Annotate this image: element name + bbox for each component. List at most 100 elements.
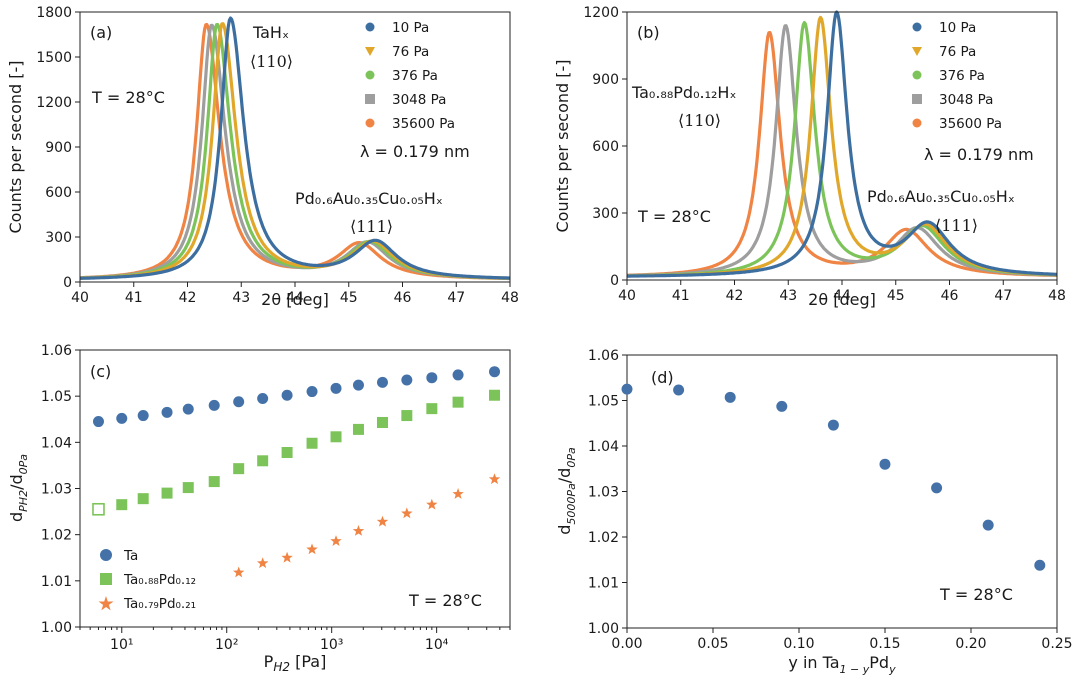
panel-c-point-tapd12 (376, 416, 388, 428)
panel-d-xtick-label: 0.25 (1041, 636, 1072, 652)
panel-b-legend-marker (912, 94, 922, 104)
panel-b-legend-label: 35600 Pa (939, 116, 1002, 132)
panel-c-point-tapd12 (281, 446, 293, 458)
panel-b-ytick-label: 0 (610, 273, 619, 289)
panel-a-xtick-label: 45 (340, 290, 358, 306)
panel-b-legend-label: 10 Pa (939, 20, 976, 36)
panel-a-ytick-label: 600 (45, 185, 72, 201)
panel-d-point (1034, 559, 1046, 571)
panel-c-xtick-label: 10¹ (110, 637, 133, 653)
panel-a-peak2-formula: Pd₀.₆Au₀.₃₅Cu₀.₀₅Hₓ (295, 189, 443, 208)
panel-d-point (931, 482, 943, 494)
panel-b-temperature: T = 28°C (637, 207, 711, 226)
panel-a-xtick-label: 46 (394, 290, 412, 306)
panel-c-point-ta (137, 410, 149, 422)
panel-c-point-tapd21 (257, 557, 269, 569)
panel-b-peak1-formula: Ta₀.₈₈Pd₀.₁₂Hₓ (631, 83, 737, 102)
panel-c-point-ta (306, 386, 318, 398)
panel-c-point-tapd21 (401, 507, 413, 519)
panel-d-ytick-label: 1.06 (588, 348, 619, 364)
panel-b-peak2-index: ⟨111⟩ (935, 216, 978, 235)
panel-b-peak2-formula: Pd₀.₆Au₀.₃₅Cu₀.₀₅Hₓ (867, 187, 1015, 206)
panel-c-ytick-label: 1.05 (41, 389, 72, 405)
panel-c-point-tapd12 (92, 502, 105, 516)
panel-c-xticks: 10¹ 10² 10³ 10⁴ (79, 627, 511, 653)
panel-c-point-tapd12 (330, 431, 342, 443)
panel-a-legend-marker (365, 118, 375, 128)
panel-d-ytick-label: 1.03 (588, 485, 619, 501)
panel-b-legend-label: 3048 Pa (939, 92, 993, 108)
panel-c-points (92, 366, 501, 578)
panel-c-ytick-label: 1.02 (41, 528, 72, 544)
panel-c: 10¹ 10² 10³ 10⁴ 1.001.011.021.031.041.051.0… (7, 343, 511, 674)
panel-c-point-tapd12 (233, 463, 245, 475)
panel-c-point-tapd21 (452, 488, 464, 499)
panel-c-point-tapd21 (233, 566, 245, 578)
panel-c-point-tapd12 (306, 437, 318, 449)
panel-c-point-ta (257, 392, 269, 404)
panel-b-legend-label: 376 Pa (939, 68, 985, 84)
panel-c-point-ta (426, 372, 438, 384)
panel-a-temperature: T = 28°C (91, 88, 165, 107)
panel-c-point-ta (208, 399, 220, 411)
panel-c-xtick-label: 10⁴ (425, 637, 449, 653)
panel-b-xtick-label: 40 (618, 288, 636, 304)
panel-b-legend-marker (912, 22, 922, 32)
panel-a-xtick-label: 43 (232, 290, 250, 306)
panel-a-legend-label: 35600 Pa (392, 116, 455, 132)
panel-c-point-ta (182, 403, 194, 415)
panel-b-xtick-label: 44 (833, 288, 851, 304)
panel-d-ytick-label: 1.01 (588, 576, 619, 592)
panel-c-ytick-label: 1.03 (41, 482, 72, 498)
panel-c-point-tapd21 (330, 535, 342, 546)
panel-b-ytick-label: 300 (592, 206, 619, 222)
panel-c-legend: Ta Ta₀.₈₈Pd₀.₁₂ Ta₀.₇₉Pd₀.₂₁ (98, 548, 196, 612)
panel-a-series-line (79, 16, 511, 280)
panel-c-point-ta (376, 376, 388, 388)
panel-c-point-tapd21 (281, 551, 293, 563)
panel-d-points (621, 383, 1046, 571)
panel-c-point-tapd12 (426, 403, 438, 415)
panel-a-ytick-label: 0 (63, 275, 72, 291)
panel-c-point-ta (116, 412, 128, 424)
panel-d-ytick-label: 1.00 (588, 621, 619, 637)
panel-b-legend-marker (912, 47, 922, 56)
panel-b-ylabel: Counts per second [-] (553, 59, 572, 232)
legend-ta-label: Ta (123, 548, 138, 564)
panel-b-legend-marker (912, 118, 922, 128)
panel-d-xticks: 0.00 0.05 0.10 0.15 0.20 0.25 (611, 628, 1073, 652)
panel-c-ytick-label: 1.06 (41, 343, 72, 359)
panel-b-xtick-label: 41 (672, 288, 690, 304)
panel-a-xtick-label: 40 (71, 290, 89, 306)
panel-b-ytick-label: 600 (592, 139, 619, 155)
panel-a-ytick-label: 1500 (36, 50, 72, 66)
panel-d-point (982, 519, 994, 531)
panel-c-temperature: T = 28°C (408, 591, 482, 610)
panel-a-legend: 10 Pa 76 Pa 376 Pa 3048 Pa 35600 Pa (365, 20, 455, 132)
panel-b-xtick-label: 42 (726, 288, 744, 304)
panel-b-legend: 10 Pa 76 Pa 376 Pa 3048 Pa 35600 Pa (912, 20, 1002, 132)
panel-a-peak1-formula: TaHₓ (252, 23, 289, 42)
panel-d-point (673, 384, 685, 396)
panel-c-point-tapd21 (426, 498, 438, 510)
panel-b-legend-label: 76 Pa (939, 44, 976, 60)
panel-a-label: (a) (90, 23, 112, 42)
panel-d-xtick-label: 0.00 (611, 636, 642, 652)
panel-c-point-ta (233, 396, 245, 408)
panel-d-ytick-label: 1.02 (588, 530, 619, 546)
panel-d-xtick-label: 0.10 (783, 636, 814, 652)
panel-c-point-tapd12 (182, 482, 194, 494)
panel-a-peak2-index: ⟨111⟩ (350, 217, 393, 236)
panel-d-temperature: T = 28°C (939, 585, 1013, 604)
panel-c-point-ta (92, 416, 104, 428)
panel-d-point (879, 458, 891, 470)
panel-c-yticks: 1.00 1.01 1.02 1.03 1.04 1.05 1.06 (41, 343, 80, 636)
panel-d-ytick-label: 1.05 (588, 394, 619, 410)
panel-c-point-tapd21 (376, 515, 389, 527)
panel-d-yticks: 1.00 1.01 1.02 1.03 1.04 1.05 1.06 (588, 348, 627, 637)
panel-b-xtick-label: 43 (779, 288, 797, 304)
panel-b-peak1-index: ⟨110⟩ (678, 111, 721, 130)
panel-d-xtick-label: 0.15 (869, 636, 900, 652)
panel-a-xtick-label: 42 (179, 290, 197, 306)
